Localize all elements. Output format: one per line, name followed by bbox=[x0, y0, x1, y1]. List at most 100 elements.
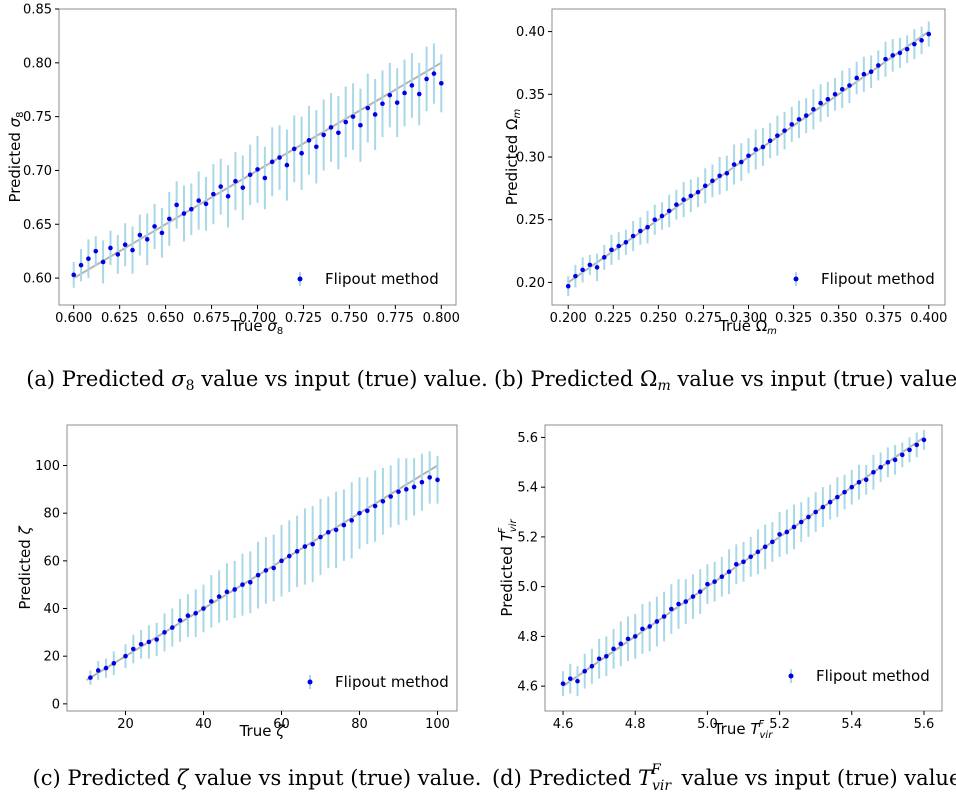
data-point bbox=[152, 224, 157, 229]
data-point bbox=[868, 69, 874, 75]
data-point bbox=[825, 97, 831, 102]
data-point bbox=[419, 479, 425, 485]
data-point bbox=[914, 442, 920, 448]
data-point bbox=[854, 75, 859, 81]
data-point bbox=[912, 41, 917, 47]
data-point bbox=[746, 153, 751, 159]
data-point bbox=[232, 587, 237, 592]
data-point bbox=[921, 437, 927, 443]
data-point bbox=[681, 197, 686, 202]
data-point bbox=[218, 184, 224, 189]
data-point bbox=[159, 230, 165, 236]
data-point bbox=[137, 232, 143, 238]
y-tick-label: 5.6 bbox=[517, 431, 538, 446]
y-tick-label: 100 bbox=[35, 459, 60, 474]
x-tick-label: 60 bbox=[273, 717, 290, 732]
data-point bbox=[341, 522, 347, 528]
data-point bbox=[753, 147, 759, 152]
data-point bbox=[262, 175, 268, 181]
data-point bbox=[926, 31, 932, 37]
x-tick-label: 0.700 bbox=[239, 311, 276, 326]
x-tick-label: 5.4 bbox=[841, 717, 862, 732]
data-point bbox=[170, 625, 175, 630]
data-point bbox=[248, 580, 253, 585]
x-tick-label: 5.2 bbox=[769, 717, 790, 732]
data-point bbox=[328, 125, 334, 130]
data-point bbox=[666, 208, 672, 214]
data-point bbox=[710, 178, 715, 184]
x-axis-label: True ζ bbox=[239, 722, 286, 740]
data-point bbox=[885, 460, 891, 465]
data-point bbox=[372, 112, 378, 117]
legend-label: Flipout method bbox=[325, 270, 439, 288]
data-point bbox=[875, 63, 881, 68]
identity-line bbox=[85, 464, 439, 681]
x-tick-label: 0.800 bbox=[423, 311, 460, 326]
data-point bbox=[791, 524, 797, 530]
data-point bbox=[435, 477, 440, 483]
x-tick-label: 20 bbox=[117, 717, 134, 732]
data-point bbox=[782, 128, 787, 133]
data-point bbox=[358, 122, 363, 128]
x-tick-label: 0.725 bbox=[285, 311, 322, 326]
y-tick-label: 0.25 bbox=[516, 213, 545, 228]
data-point bbox=[255, 572, 261, 578]
y-tick-label: 0.85 bbox=[23, 3, 52, 18]
y-tick-label: 0.80 bbox=[23, 56, 52, 71]
data-point bbox=[306, 138, 312, 143]
data-point bbox=[719, 574, 725, 580]
data-point bbox=[582, 668, 587, 674]
data-point bbox=[88, 675, 93, 680]
data-point bbox=[827, 499, 833, 505]
data-point bbox=[144, 237, 150, 242]
y-tick-label: 0 bbox=[52, 697, 60, 712]
data-point bbox=[100, 259, 106, 265]
data-point bbox=[318, 534, 323, 540]
caption: (d) Predicted TvirF value vs input (true… bbox=[492, 762, 956, 794]
data-point bbox=[832, 91, 838, 97]
data-point bbox=[138, 641, 144, 647]
data-point bbox=[738, 159, 744, 165]
data-point bbox=[388, 494, 394, 499]
data-point bbox=[770, 539, 775, 545]
data-point bbox=[767, 138, 773, 143]
data-point bbox=[240, 582, 245, 587]
data-point bbox=[587, 262, 593, 268]
data-point bbox=[784, 529, 790, 535]
data-point bbox=[861, 71, 867, 77]
data-point bbox=[350, 114, 356, 119]
data-point bbox=[416, 91, 422, 97]
data-point bbox=[380, 101, 385, 107]
data-point bbox=[263, 568, 269, 573]
legend-marker bbox=[307, 679, 313, 685]
data-point bbox=[177, 618, 183, 623]
data-point bbox=[424, 76, 429, 82]
panel-c: True ζ Predicted ζ (c) Predicted ζ value… bbox=[16, 424, 481, 790]
y-tick-label: 0.70 bbox=[23, 164, 52, 179]
y-axis-label: Predicted TvirF bbox=[497, 519, 519, 617]
data-point bbox=[601, 255, 607, 260]
data-point bbox=[697, 589, 703, 594]
data-point bbox=[409, 83, 415, 88]
data-point bbox=[847, 83, 852, 88]
legend-marker bbox=[788, 673, 794, 679]
y-tick-label: 0.20 bbox=[516, 276, 545, 291]
data-point bbox=[201, 606, 206, 611]
data-point bbox=[616, 243, 622, 249]
data-point bbox=[196, 198, 201, 203]
data-point bbox=[131, 646, 136, 652]
y-tick-label: 0.40 bbox=[516, 25, 545, 40]
data-point bbox=[343, 119, 349, 125]
data-point bbox=[225, 193, 231, 199]
y-tick-label: 5.2 bbox=[517, 530, 538, 545]
data-point bbox=[863, 477, 869, 483]
data-point bbox=[394, 100, 400, 105]
data-point bbox=[919, 38, 924, 43]
data-point bbox=[796, 117, 802, 122]
x-tick-label: 0.775 bbox=[377, 311, 414, 326]
x-tick-label: 0.750 bbox=[331, 311, 368, 326]
data-point bbox=[93, 248, 99, 254]
data-point bbox=[211, 191, 216, 197]
data-point bbox=[154, 637, 159, 642]
y-tick-label: 0.65 bbox=[23, 218, 52, 233]
